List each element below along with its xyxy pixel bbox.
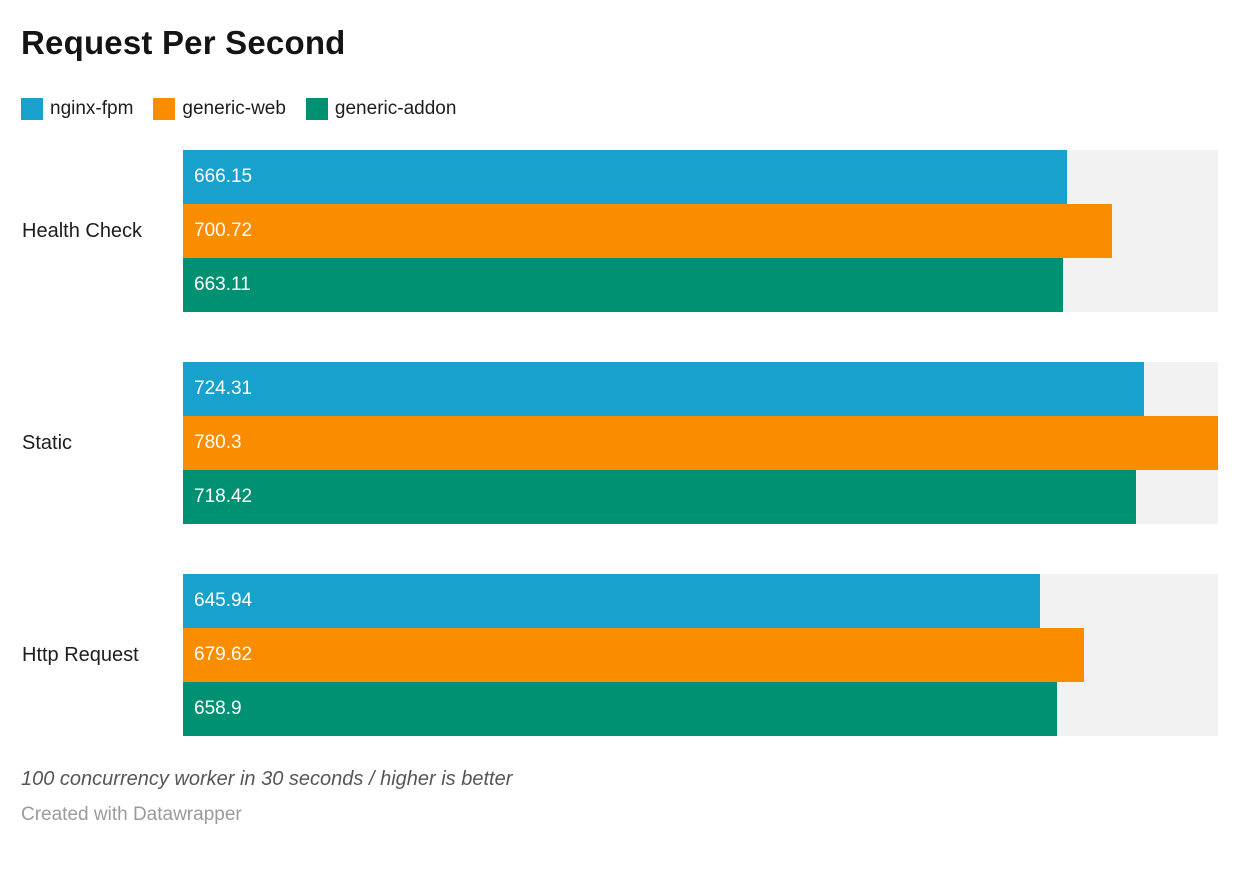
bar-value-label: 645.94	[194, 590, 253, 611]
legend-item-label: nginx-fpm	[50, 98, 134, 119]
legend-swatch-icon	[305, 98, 328, 120]
bar-track: 666.15 700.72 663.11	[183, 150, 1218, 312]
legend-item-label: generic-addon	[334, 98, 457, 119]
chart-title: Request Per Second	[21, 24, 346, 61]
bar-value-label: 724.31	[194, 378, 253, 399]
bar-track: 645.94 679.62 658.9	[183, 574, 1218, 736]
chart-note: 100 concurrency worker in 30 seconds / h…	[21, 768, 513, 790]
bar-group-http-request: Http Request 645.94 679.62 658.9	[0, 574, 1240, 736]
bar-value-label: 700.72	[194, 220, 253, 241]
legend-item-nginx-fpm: nginx-fpm	[21, 98, 133, 120]
bar-value-label: 666.15	[194, 166, 253, 187]
legend-swatch-icon	[153, 98, 176, 120]
legend-item-label: generic-web	[182, 98, 286, 119]
bar-track: 724.31 780.3 718.42	[183, 362, 1218, 524]
legend: nginx-fpm generic-web generic-addon	[21, 98, 1219, 120]
bar-generic-web: 700.72	[183, 204, 1113, 258]
category-label: Health Check	[22, 219, 143, 242]
bar-generic-addon: 718.42	[183, 470, 1136, 524]
bar-nginx-fpm: 724.31	[183, 362, 1144, 416]
bar-nginx-fpm: 666.15	[183, 150, 1067, 204]
bar-generic-addon: 663.11	[183, 258, 1063, 312]
legend-item-generic-web: generic-web	[153, 98, 286, 120]
bar-value-label: 780.3	[194, 432, 242, 453]
bar-nginx-fpm: 645.94	[183, 574, 1040, 628]
category-label: Static	[22, 431, 73, 454]
chart-container: Request Per Second nginx-fpm generic-web g…	[0, 24, 1240, 884]
bar-group-health-check: Health Check 666.15 700.72 663.11	[0, 150, 1240, 312]
bar-chart: Health Check 666.15 700.72 663.11 Static 724.…	[0, 150, 1240, 736]
chart-footer: 100 concurrency worker in 30 seconds / h…	[21, 768, 1219, 826]
legend-swatch-icon	[21, 98, 43, 120]
bar-generic-web: 780.3	[183, 416, 1218, 470]
legend-item-generic-addon: generic-addon	[305, 98, 457, 120]
bar-value-label: 679.62	[194, 644, 253, 665]
bar-generic-web: 679.62	[183, 628, 1085, 682]
category-label: Http Request	[22, 643, 139, 666]
bar-value-label: 718.42	[194, 486, 253, 507]
bar-value-label: 663.11	[194, 274, 251, 295]
bar-value-label: 658.9	[194, 698, 242, 719]
datawrapper-credit: Created with Datawrapper	[21, 804, 242, 825]
bar-group-static: Static 724.31 780.3 718.42	[0, 362, 1240, 524]
bar-generic-addon: 658.9	[183, 682, 1057, 736]
